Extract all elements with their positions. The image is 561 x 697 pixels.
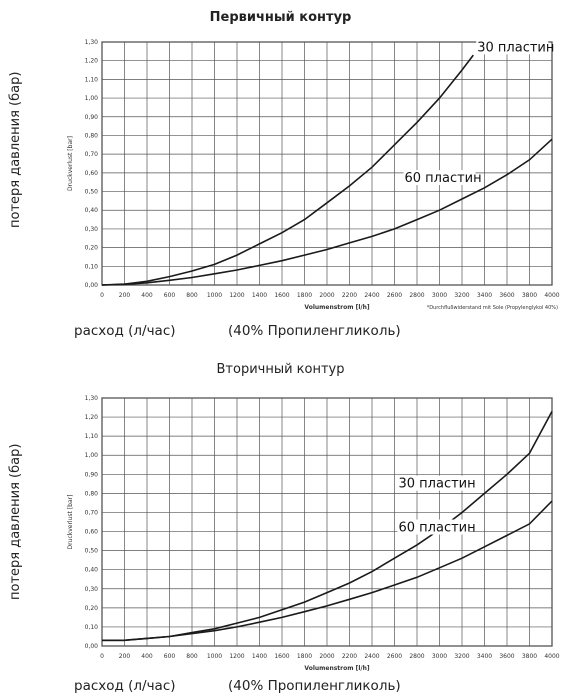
y-tick-label: 0,60: [85, 529, 99, 536]
chart-panel-secondary: Вторичный контур потеря давления (бар) 0…: [0, 348, 561, 697]
y-axis-label: Druckverlust [bar]: [67, 495, 74, 550]
y-tick-label: 1,00: [85, 95, 99, 102]
chart-svg-secondary: 0 200 400 600 800 1000 1200 1400 1600 1800 2000 220…: [67, 395, 560, 672]
y-tick-label: 0,00: [85, 643, 99, 650]
flow-caption: расход (л/час): [74, 323, 176, 339]
y-tick-label: 0,90: [85, 114, 99, 121]
x-tick-label: 4000: [544, 292, 559, 299]
x-tick-label: 0: [100, 653, 104, 660]
x-tick-label: 400: [141, 653, 153, 660]
x-tick-label: 3000: [432, 292, 447, 299]
medium-caption: (40% Пропиленгликоль): [228, 323, 401, 339]
x-tick-label: 1800: [297, 653, 312, 660]
x-tick-label: 600: [164, 653, 176, 660]
x-tick-label: 3200: [454, 292, 469, 299]
chart-note: *Durchflußwiderstand mit Sole (Propyleng…: [427, 305, 558, 311]
flow-caption: расход (л/час): [74, 678, 176, 694]
x-tick-label: 0: [100, 292, 104, 299]
x-tick-label: 1200: [229, 292, 244, 299]
y-tick-label: 0,90: [85, 471, 99, 478]
x-tick-label: 1200: [229, 653, 244, 660]
x-tick-label: 2800: [409, 653, 424, 660]
series-label-bg: [403, 170, 476, 186]
series-label: 30 пластин: [477, 40, 554, 55]
y-tick-label: 0,30: [85, 586, 99, 593]
x-tick-label: 1400: [252, 292, 267, 299]
y-tick-label: 1,10: [85, 433, 99, 440]
x-tick-label: 3600: [499, 653, 514, 660]
y-tick-label: 0,00: [85, 282, 99, 289]
x-tick-label: 2200: [342, 292, 357, 299]
series-label-bg: [397, 475, 470, 491]
x-tick-label: 3200: [454, 653, 469, 660]
y-tick-label: 1,30: [85, 395, 99, 402]
series-label-bg: [397, 519, 470, 535]
chart-panel-primary: Первичный контур потеря давления (бар) 0…: [0, 0, 561, 348]
x-tick-label: 1600: [274, 292, 289, 299]
y-tick-label: 0,40: [85, 207, 99, 214]
y-tick-label: 0,80: [85, 490, 99, 497]
x-tick-label: 1600: [274, 653, 289, 660]
y-tick-label: 0,20: [85, 245, 99, 252]
series-label: 60 пластин: [399, 521, 476, 536]
y-tick-label: 0,10: [85, 263, 99, 270]
y-axis-label: Druckverlust [bar]: [67, 136, 74, 191]
x-axis-label: Volumenstrom [l/h]: [304, 665, 369, 672]
y-tick-label: 1,20: [85, 414, 99, 421]
x-tick-label: 3800: [522, 653, 537, 660]
x-tick-label: 2600: [387, 292, 402, 299]
x-tick-label: 3400: [477, 653, 492, 660]
y-tick-label: 0,40: [85, 567, 99, 574]
y-tick-label: 1,20: [85, 58, 99, 65]
y-tick-label: 0,70: [85, 151, 99, 158]
x-tick-label: 1000: [207, 292, 222, 299]
y-tick-label: 0,50: [85, 189, 99, 196]
x-tick-label: 2600: [387, 653, 402, 660]
series-label: 30 пластин: [399, 477, 476, 492]
x-tick-label: 2000: [319, 653, 334, 660]
chart-svg-primary: 0 200 400 600 800 1000 1200 1400 1600 1800 2000 220…: [67, 39, 560, 311]
y-tick-label: 0,80: [85, 132, 99, 139]
x-tick-label: 3000: [432, 653, 447, 660]
chart-title: Вторичный контур: [216, 362, 345, 377]
x-tick-label: 4000: [544, 653, 559, 660]
series-label: 60 пластин: [405, 171, 482, 186]
x-tick-label: 400: [141, 292, 153, 299]
x-tick-label: 3400: [477, 292, 492, 299]
x-tick-label: 800: [186, 653, 198, 660]
x-tick-label: 1000: [207, 653, 222, 660]
y-tick-label: 0,60: [85, 170, 99, 177]
y-tick-label: 1,10: [85, 76, 99, 83]
x-tick-label: 2200: [342, 653, 357, 660]
x-tick-label: 2800: [409, 292, 424, 299]
x-tick-label: 200: [119, 292, 131, 299]
y-tick-label: 1,30: [85, 39, 99, 46]
y-tick-label: 0,50: [85, 548, 99, 555]
x-tick-label: 200: [119, 653, 131, 660]
series-line: [101, 138, 553, 286]
x-tick-label: 2000: [319, 292, 334, 299]
x-tick-label: 2400: [364, 292, 379, 299]
x-tick-label: 1400: [252, 653, 267, 660]
series-label-bg: [476, 39, 549, 55]
x-tick-label: 1800: [297, 292, 312, 299]
y-tick-label: 0,70: [85, 509, 99, 516]
series-line: [101, 54, 474, 286]
x-tick-label: 600: [164, 292, 176, 299]
y-tick-label: 1,00: [85, 452, 99, 459]
x-tick-label: 3800: [522, 292, 537, 299]
y-tick-label: 0,20: [85, 605, 99, 612]
x-tick-label: 2400: [364, 653, 379, 660]
x-axis-label: Volumenstrom [l/h]: [304, 304, 369, 311]
x-tick-label: 800: [186, 292, 198, 299]
series-line: [102, 500, 553, 642]
y-tick-label: 0,10: [85, 624, 99, 631]
medium-caption: (40% Пропиленгликоль): [228, 678, 401, 694]
x-tick-label: 3600: [499, 292, 514, 299]
y-tick-label: 0,30: [85, 226, 99, 233]
chart-title: Первичный контур: [209, 10, 352, 25]
